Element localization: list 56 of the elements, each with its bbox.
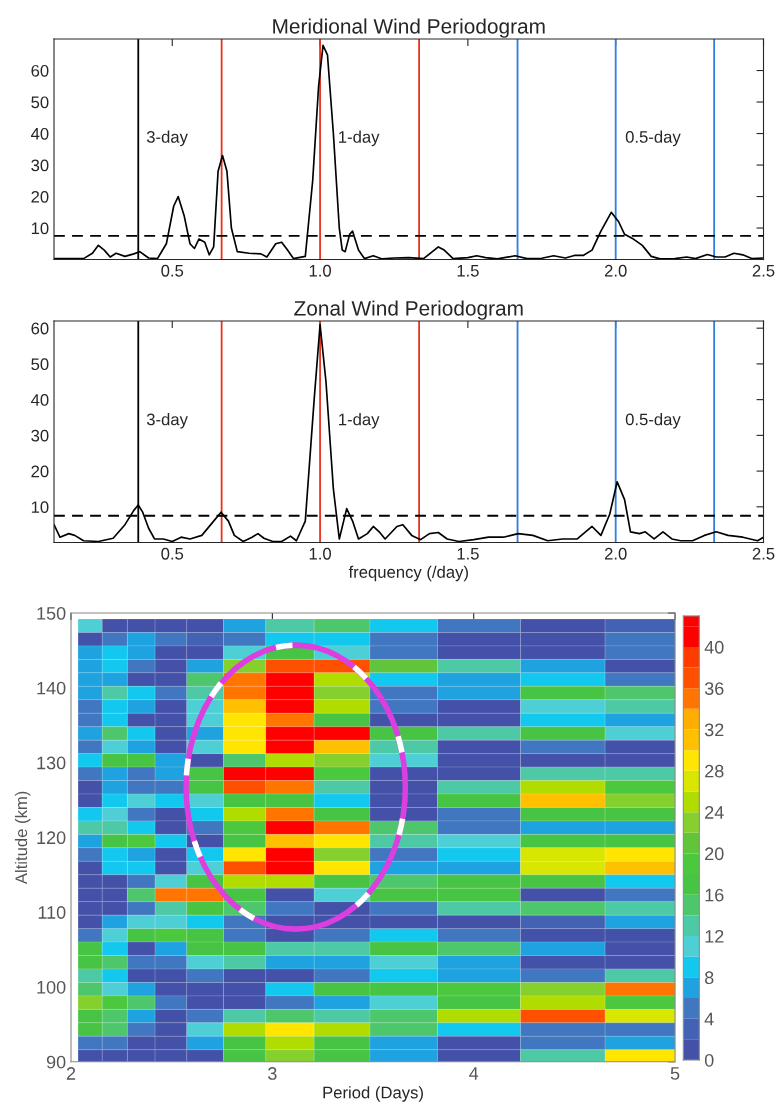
annotation: 0.5-day [625,413,681,429]
x-tick-label: 1.0 [309,264,331,277]
y-tick-label: 90 [46,1055,66,1069]
y-tick-label: 20 [31,190,49,203]
line-series [54,323,764,543]
y-tick-label: 40 [30,394,49,406]
color-bar-label: 28 [705,764,724,778]
color-bar-label: 32 [704,723,724,737]
y-tick-label: 150 [37,606,66,620]
x-tick-label: 2 [66,1067,76,1080]
y-tick-label: 20 [31,465,49,478]
annotation: 3-day [146,413,188,429]
y-tick-label: 100 [37,980,66,994]
y-tick-label: 60 [31,322,49,335]
color-bar-label: 12 [705,929,724,943]
x-tick-label: 1.0 [309,547,331,560]
y-tick-label: 40 [30,127,49,140]
y-tick-label: 130 [37,756,66,770]
y-axis-title: Altitude (km) [14,791,31,885]
y-tick-label: 30 [31,429,49,442]
y-tick-label: 10 [31,501,49,514]
x-tick-label: 2.5 [752,264,775,277]
color-bar-label: 20 [705,847,724,861]
x-tick-label: 1.5 [457,548,479,560]
chart-title: Zonal Wind Periodogram [294,300,523,320]
annotation: 1-day [339,130,380,147]
color-bar-label: 24 [705,806,724,819]
annotation: 0.5-day [625,130,681,147]
x-axis-title: frequency (/day) [348,565,468,582]
color-bar-label: 8 [704,971,714,985]
y-tick-label: 50 [31,96,49,109]
chart-title: Meridional Wind Periodogram [273,18,545,38]
y-tick-label: 110 [38,906,66,919]
annotation: 1-day [339,413,380,429]
y-tick-label: 120 [37,831,66,845]
x-tick-label: 0.5 [161,547,184,560]
y-tick-label: 50 [31,358,49,371]
x-tick-label: 2.5 [752,547,775,560]
x-tick-label: 2.0 [604,547,627,560]
color-bar-label: 36 [704,682,724,695]
x-tick-label: 4 [469,1067,479,1080]
y-tick-label: 10 [31,222,49,235]
y-tick-label: 30 [31,159,49,172]
x-tick-label: 0.5 [161,264,184,277]
color-bar-label: 0 [704,1053,714,1067]
x-tick-label: 3 [268,1067,277,1080]
x-axis-title: Period (Days) [323,1086,423,1102]
y-tick-label: 60 [31,64,49,77]
x-tick-label: 2.0 [604,264,627,277]
color-bar-label: 4 [704,1012,714,1026]
y-tick-label: 140 [37,681,66,695]
color-bar-label: 40 [704,640,724,654]
color-bar-label: 16 [705,888,724,902]
x-tick-label: 5 [670,1067,680,1080]
annotation: 3-day [146,130,188,147]
x-tick-label: 1.5 [457,265,479,277]
